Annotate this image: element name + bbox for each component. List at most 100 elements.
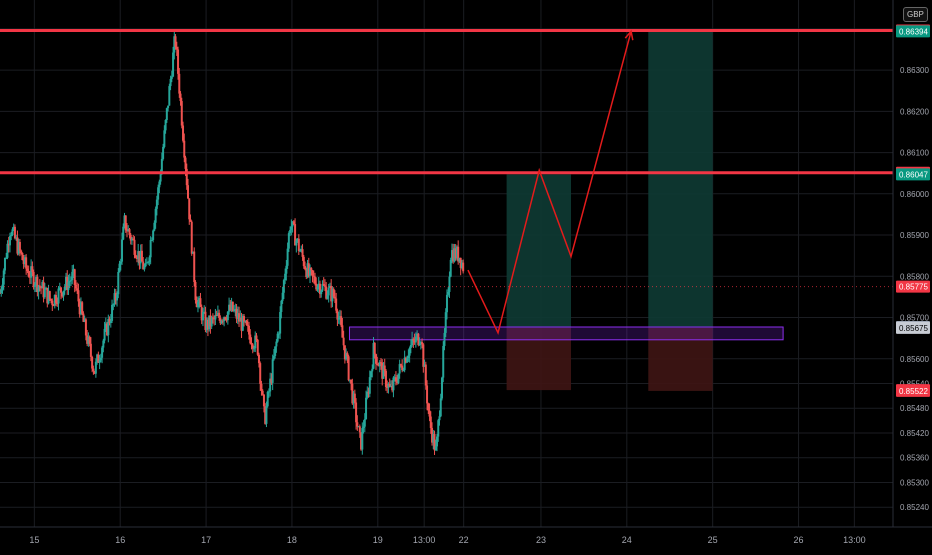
candle-body bbox=[347, 356, 350, 381]
candle bbox=[276, 331, 279, 343]
candle bbox=[300, 245, 303, 253]
candle bbox=[322, 277, 325, 286]
candle bbox=[387, 382, 390, 394]
candle-body bbox=[137, 251, 140, 260]
candle-body bbox=[284, 273, 287, 281]
candle-body bbox=[23, 257, 26, 265]
candle-body bbox=[363, 419, 366, 427]
candle bbox=[413, 333, 416, 345]
candle-body bbox=[7, 243, 10, 246]
candle bbox=[292, 220, 295, 226]
candle-body bbox=[431, 427, 434, 443]
candle bbox=[111, 299, 114, 323]
candle bbox=[33, 282, 36, 293]
price-tag-box bbox=[896, 168, 930, 181]
candle bbox=[133, 236, 136, 259]
candle-body bbox=[91, 356, 94, 369]
candle-body bbox=[452, 250, 455, 262]
candle bbox=[125, 223, 128, 238]
candle-body bbox=[311, 270, 314, 276]
candle bbox=[66, 270, 69, 295]
candle bbox=[56, 297, 59, 307]
candle bbox=[26, 265, 29, 273]
candle bbox=[436, 433, 439, 452]
candle-body bbox=[193, 251, 196, 282]
candle-body bbox=[235, 308, 238, 319]
candle bbox=[67, 274, 70, 295]
candle bbox=[109, 314, 112, 328]
candle-body bbox=[121, 239, 124, 262]
candle bbox=[190, 220, 193, 256]
currency-badge[interactable]: GBP bbox=[903, 7, 928, 22]
candle bbox=[332, 287, 335, 299]
candle-body bbox=[21, 252, 24, 261]
candle bbox=[371, 364, 374, 378]
candle-body bbox=[367, 391, 370, 394]
candle-body bbox=[37, 285, 40, 293]
candle-body bbox=[96, 354, 99, 362]
candle-body bbox=[22, 260, 25, 265]
candle bbox=[289, 226, 292, 237]
candle-body bbox=[12, 226, 15, 230]
candle-body bbox=[322, 284, 325, 286]
candle-body bbox=[271, 359, 274, 383]
candle-body bbox=[256, 339, 259, 355]
candle-body bbox=[316, 285, 319, 290]
candle bbox=[343, 345, 346, 364]
candle-body bbox=[57, 288, 60, 304]
candle-body bbox=[158, 181, 161, 188]
candle bbox=[429, 411, 432, 434]
candle bbox=[72, 264, 75, 278]
candle-body bbox=[356, 422, 359, 427]
candle bbox=[365, 390, 368, 420]
candle-body bbox=[439, 398, 442, 417]
candle bbox=[373, 341, 376, 359]
candle bbox=[439, 393, 442, 418]
candle bbox=[367, 387, 370, 398]
candle-body bbox=[160, 158, 163, 175]
candle-body bbox=[150, 239, 153, 241]
candle-body bbox=[215, 315, 218, 317]
candle bbox=[311, 269, 314, 283]
candle bbox=[79, 297, 82, 316]
candle-body bbox=[440, 377, 443, 399]
candle-body bbox=[20, 250, 23, 253]
candle-body bbox=[368, 377, 371, 394]
candle-body bbox=[188, 198, 191, 220]
candle-body bbox=[3, 257, 6, 271]
candle bbox=[148, 255, 151, 266]
candle bbox=[221, 318, 224, 325]
candle-body bbox=[144, 263, 147, 267]
projection-path bbox=[467, 31, 632, 335]
candle bbox=[226, 311, 229, 325]
candle-body bbox=[281, 292, 284, 301]
candle bbox=[302, 255, 305, 269]
price-tag: 0.86047 bbox=[896, 168, 930, 181]
candle bbox=[248, 321, 251, 340]
candle-body bbox=[89, 343, 92, 357]
candle bbox=[189, 214, 192, 222]
candle bbox=[76, 282, 79, 294]
candle-body bbox=[191, 251, 194, 254]
candle-body bbox=[361, 428, 364, 450]
time-tick-label: 13:00 bbox=[413, 535, 436, 545]
candle-body bbox=[69, 280, 72, 282]
candle-body bbox=[52, 305, 55, 307]
position-box bbox=[506, 174, 572, 328]
candle bbox=[433, 430, 436, 455]
candle-body bbox=[109, 320, 112, 324]
candle bbox=[55, 291, 58, 307]
candle-body bbox=[16, 237, 19, 254]
candle-body bbox=[325, 286, 328, 299]
candle-body bbox=[407, 355, 410, 359]
candle-body bbox=[134, 254, 137, 258]
candle bbox=[149, 236, 152, 265]
candle bbox=[378, 360, 381, 373]
candle bbox=[249, 329, 252, 345]
candle-body bbox=[251, 344, 254, 349]
candle bbox=[244, 320, 247, 324]
candle bbox=[333, 290, 336, 304]
candle-body bbox=[79, 302, 82, 315]
